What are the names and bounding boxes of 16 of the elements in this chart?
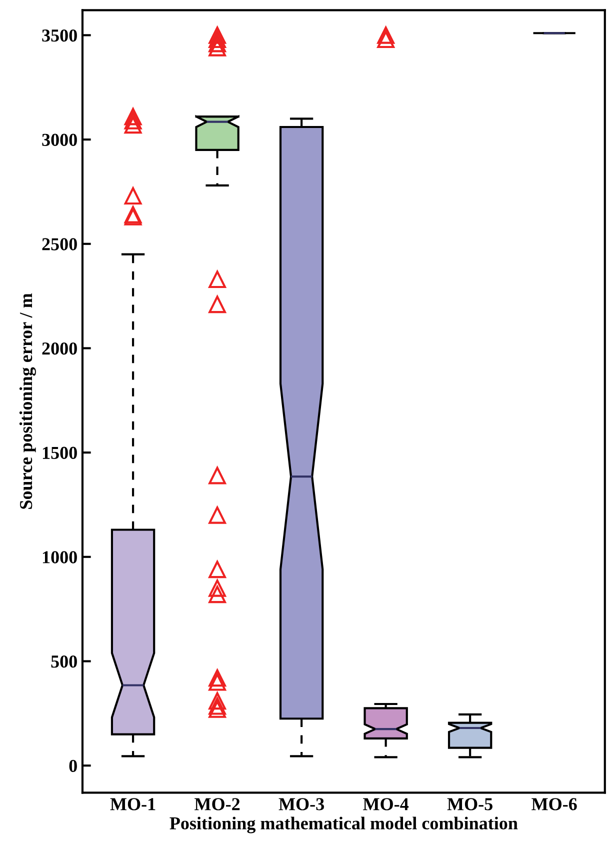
x-tick-label: MO-3 xyxy=(278,798,324,810)
y-tick-label: 3500 xyxy=(42,29,77,42)
x-tick-label: MO-5 xyxy=(447,798,492,810)
y-tick-label: 1000 xyxy=(42,551,77,564)
y-axis-title: Source positioning error / m xyxy=(19,293,36,509)
y-tick-label: 2500 xyxy=(42,238,77,250)
x-tick-label: MO-2 xyxy=(194,798,240,810)
x-tick-label: MO-4 xyxy=(363,798,409,810)
y-tick-label: 2000 xyxy=(42,342,77,355)
y-tick-label: 1500 xyxy=(42,446,77,459)
x-axis-title: Positioning mathematical model combination xyxy=(170,816,518,834)
y-tick-label: 500 xyxy=(51,655,77,668)
y-tick-label: 3000 xyxy=(42,134,77,146)
x-tick-label: MO-1 xyxy=(110,798,156,810)
x-tick-label: MO-6 xyxy=(532,798,577,810)
y-tick-label: 0 xyxy=(69,760,77,772)
